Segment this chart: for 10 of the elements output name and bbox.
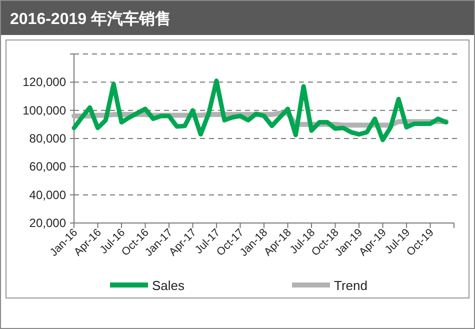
y-tick-label: 60,000 bbox=[29, 160, 66, 174]
y-tick-label: 20,000 bbox=[29, 216, 66, 230]
y-tick-label: 120,000 bbox=[22, 75, 66, 90]
legend-label: Trend bbox=[334, 278, 368, 293]
y-tick-label: 40,000 bbox=[29, 188, 66, 202]
chart-title: 2016-2019 年汽车销售 bbox=[10, 10, 171, 28]
legend-label: Sales bbox=[152, 278, 186, 293]
y-tick-label: 80,000 bbox=[29, 132, 66, 146]
line-series bbox=[72, 78, 448, 142]
y-tick-label: 100,000 bbox=[22, 103, 66, 118]
